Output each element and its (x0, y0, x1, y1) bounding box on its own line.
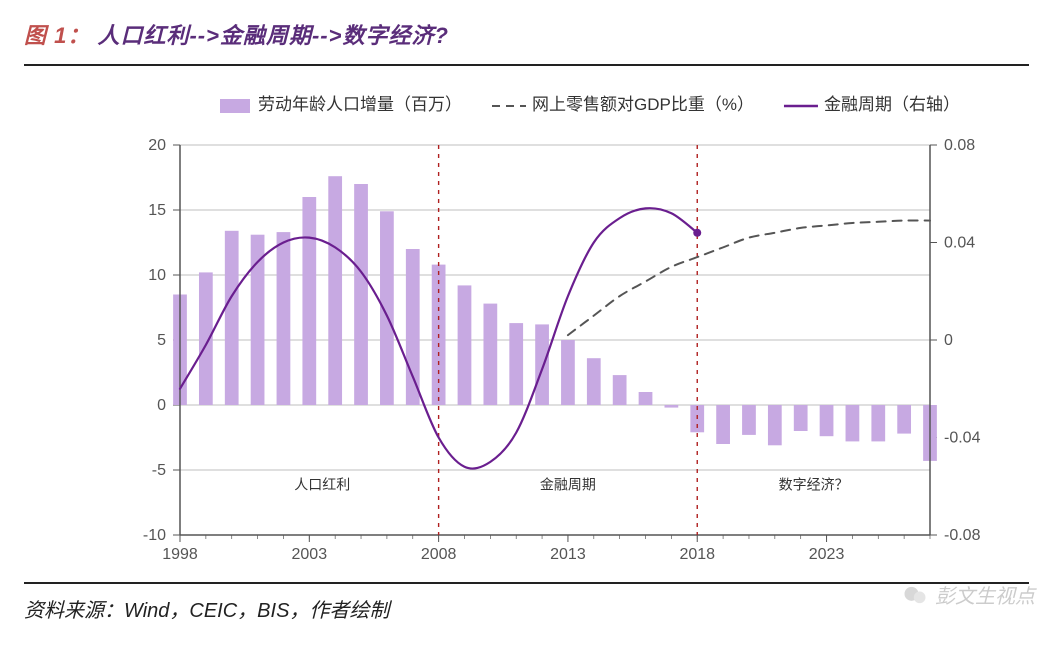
bar (251, 235, 265, 405)
bar (302, 197, 316, 405)
bar (561, 340, 575, 405)
legend-label: 金融周期（右轴） (824, 95, 960, 114)
figure-title: 图 1： 人口红利-->金融周期-->数字经济? (24, 18, 449, 50)
bar (768, 405, 782, 445)
svg-text:15: 15 (148, 202, 166, 219)
svg-text:2003: 2003 (292, 546, 328, 563)
svg-text:5: 5 (157, 332, 166, 349)
svg-text:-5: -5 (152, 462, 166, 479)
title-separator (24, 64, 1029, 66)
region-annotation: 人口红利 (294, 477, 350, 493)
bar (509, 323, 523, 405)
svg-text:0: 0 (157, 397, 166, 414)
svg-text:10: 10 (148, 267, 166, 284)
bar (225, 231, 239, 405)
bar (406, 249, 420, 405)
combo-chart: -10 -5 0 5 10 15 20 -0.08 -0.04 0 0.04 0.08 1998 2003… (120, 90, 990, 570)
source-line: 资料来源：Wind，CEIC，BIS，作者绘制 (24, 594, 389, 623)
svg-text:2013: 2013 (550, 546, 586, 563)
bar (742, 405, 756, 435)
bar (483, 304, 497, 405)
watermark: 彭文生视点 (901, 580, 1035, 609)
wechat-icon (901, 581, 929, 609)
financial-cycle-end-marker (693, 229, 701, 237)
bar (846, 405, 860, 441)
online-retail-line (568, 220, 930, 335)
watermark-text: 彭文生视点 (935, 580, 1035, 609)
bar (277, 232, 291, 405)
figure-title-text: 人口红利-->金融周期-->数字经济? (97, 23, 448, 48)
svg-text:-0.04: -0.04 (944, 430, 981, 447)
bar (897, 405, 911, 434)
legend-label: 网上零售额对GDP比重（%） (532, 95, 754, 114)
legend-label: 劳动年龄人口增量（百万） (258, 95, 462, 114)
svg-text:2008: 2008 (421, 546, 457, 563)
region-annotation: 数字经济？ (779, 477, 849, 493)
region-annotation: 金融周期 (540, 477, 596, 493)
bar (639, 392, 653, 405)
svg-text:1998: 1998 (162, 546, 198, 563)
svg-text:0.04: 0.04 (944, 235, 975, 252)
bar (587, 358, 601, 405)
bar (535, 324, 549, 405)
svg-text:2023: 2023 (809, 546, 845, 563)
bar (820, 405, 834, 436)
bar (716, 405, 730, 444)
svg-text:0: 0 (944, 332, 953, 349)
legend-swatch-bar (220, 99, 250, 113)
bar (199, 272, 213, 405)
bar (458, 285, 472, 405)
svg-text:2018: 2018 (679, 546, 715, 563)
svg-text:-0.08: -0.08 (944, 527, 981, 544)
svg-text:0.08: 0.08 (944, 137, 975, 154)
source-separator (24, 582, 1029, 584)
bar (871, 405, 885, 441)
bar (613, 375, 627, 405)
bar (665, 405, 679, 408)
figure-number: 图 1： (24, 23, 90, 48)
bar (354, 184, 368, 405)
svg-text:-10: -10 (143, 527, 166, 544)
svg-text:20: 20 (148, 137, 166, 154)
bar (328, 176, 342, 405)
bar (794, 405, 808, 431)
